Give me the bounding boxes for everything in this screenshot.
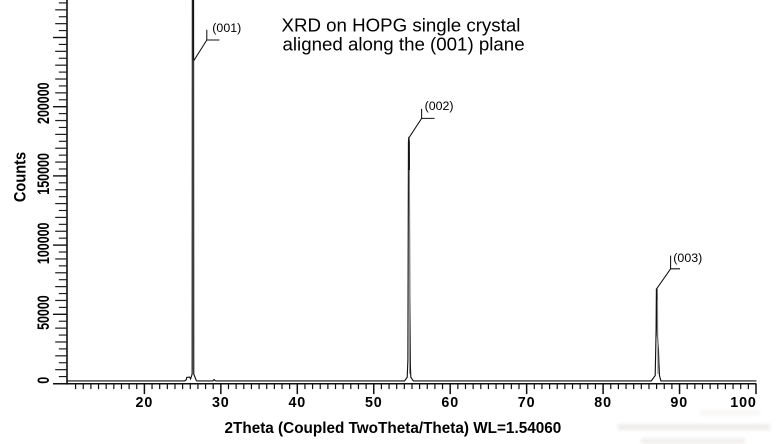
- svg-text:150000: 150000: [36, 153, 54, 195]
- svg-text:40: 40: [288, 395, 306, 411]
- svg-text:(003): (003): [673, 251, 702, 265]
- svg-text:100000: 100000: [36, 223, 54, 265]
- svg-text:0: 0: [36, 377, 54, 384]
- svg-text:20: 20: [136, 395, 154, 411]
- svg-text:aligned along the (001) plane: aligned along the (001) plane: [283, 33, 525, 54]
- svg-text:60: 60: [441, 395, 459, 411]
- svg-text:XRD on HOPG single crystal: XRD on HOPG single crystal: [282, 15, 521, 36]
- svg-text:200000: 200000: [36, 82, 54, 124]
- svg-text:50: 50: [365, 395, 383, 411]
- svg-text:2Theta (Coupled TwoTheta/Theta: 2Theta (Coupled TwoTheta/Theta) WL=1.540…: [225, 420, 562, 437]
- svg-text:(002): (002): [425, 99, 454, 113]
- svg-text:70: 70: [518, 395, 536, 411]
- svg-text:50000: 50000: [36, 295, 54, 330]
- svg-text:30: 30: [212, 395, 230, 411]
- svg-text:80: 80: [594, 395, 612, 411]
- svg-text:100: 100: [730, 395, 757, 411]
- svg-text:Counts: Counts: [12, 152, 30, 202]
- svg-text:90: 90: [670, 395, 688, 411]
- svg-text:(001): (001): [212, 21, 241, 35]
